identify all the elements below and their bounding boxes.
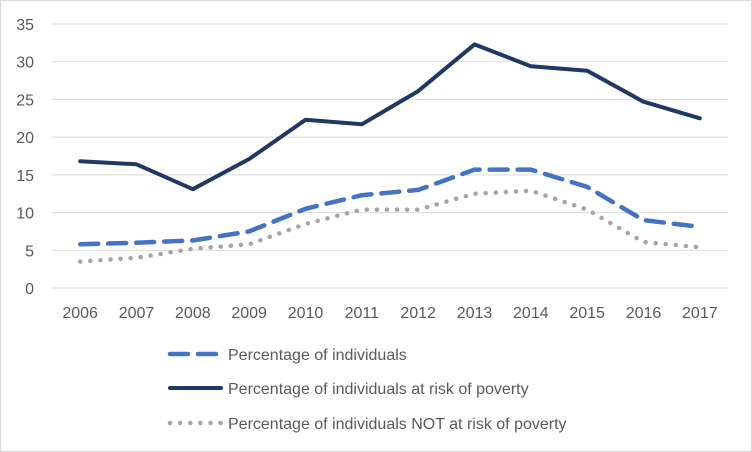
y-tick-label: 10 bbox=[16, 206, 34, 223]
legend-label-1: Percentage of individuals bbox=[228, 347, 407, 364]
x-tick-label: 2006 bbox=[62, 305, 98, 322]
x-tick-label: 2015 bbox=[569, 305, 605, 322]
series-line-1 bbox=[77, 167, 703, 247]
series-line-3 bbox=[77, 188, 703, 264]
x-axis-tick-labels: 2006 2007 2008 2009 2010 2011 2012 2013 2014 2015… bbox=[62, 305, 717, 322]
y-tick-label: 20 bbox=[16, 130, 34, 147]
y-tick-label: 25 bbox=[16, 92, 34, 109]
legend-label-2: Percentage of individuals at risk of pov… bbox=[228, 381, 529, 398]
series-line-2 bbox=[78, 42, 702, 192]
x-tick-label: 2013 bbox=[457, 305, 493, 322]
y-axis-tick-labels: 0 5 10 15 20 25 30 35 bbox=[16, 17, 34, 298]
x-tick-label: 2009 bbox=[231, 305, 267, 322]
x-tick-label: 2012 bbox=[400, 305, 436, 322]
legend-label-3: Percentage of individuals NOT at risk of… bbox=[228, 416, 567, 433]
x-tick-label: 2011 bbox=[345, 305, 380, 322]
y-tick-label: 35 bbox=[16, 17, 34, 34]
gridlines bbox=[52, 23, 728, 289]
x-tick-label: 2008 bbox=[175, 305, 211, 322]
x-tick-label: 2007 bbox=[119, 305, 155, 322]
x-tick-label: 2016 bbox=[626, 305, 662, 322]
x-tick-label: 2010 bbox=[288, 305, 324, 322]
x-tick-label: 2017 bbox=[682, 305, 718, 322]
y-tick-label: 5 bbox=[25, 243, 34, 260]
y-tick-label: 0 bbox=[25, 281, 34, 298]
series-lines bbox=[77, 42, 703, 264]
legend: Percentage of individuals Percentage of i… bbox=[167, 347, 567, 433]
x-tick-label: 2014 bbox=[513, 305, 549, 322]
y-tick-label: 15 bbox=[16, 168, 34, 185]
y-tick-label: 30 bbox=[16, 55, 34, 72]
